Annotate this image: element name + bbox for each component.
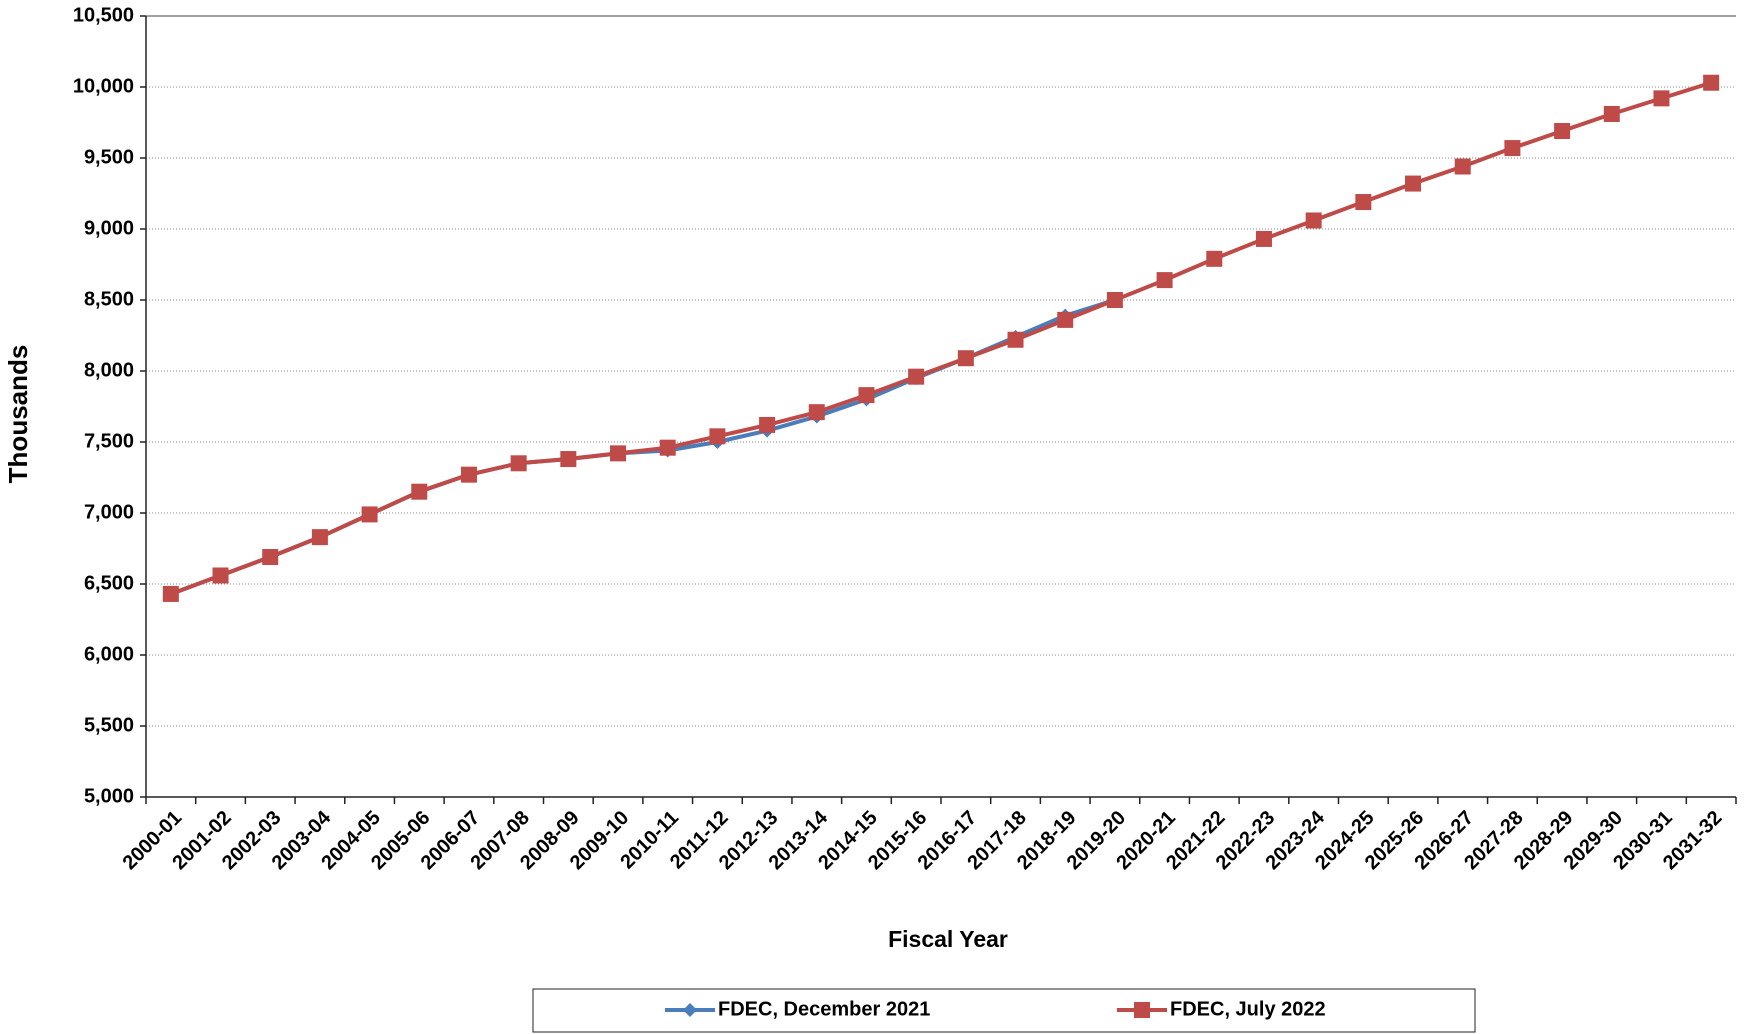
point-marker [1355,194,1372,211]
point-marker [1653,90,1670,107]
legend-label: FDEC, December 2021 [718,998,930,1020]
legend-marker [683,1003,697,1017]
point-marker [1156,272,1173,289]
point-marker [1454,158,1471,175]
point-marker [1405,175,1422,192]
point-marker [460,466,477,483]
point-marker [262,549,279,566]
y-tick-label: 5,500 [84,714,134,736]
y-tick-label: 7,000 [84,501,134,523]
y-tick-label: 9,000 [84,217,134,239]
point-marker [808,404,825,421]
y-tick-label: 6,500 [84,572,134,594]
point-marker [411,483,428,500]
x-axis-title: Fiscal Year [888,926,1008,952]
y-tick-label: 5,000 [84,785,134,807]
point-marker [610,445,627,462]
point-marker [1057,311,1074,328]
y-tick-label: 8,000 [84,359,134,381]
point-marker [162,585,179,602]
y-tick-label: 10,000 [73,75,134,97]
y-tick-label: 6,000 [84,643,134,665]
point-marker [510,455,527,472]
legend-label: FDEC, July 2022 [1170,998,1326,1020]
legend-marker [1134,1002,1150,1018]
point-marker [560,451,577,468]
series-line [170,298,1116,596]
point-marker [957,350,974,367]
point-marker [759,416,776,433]
point-marker [1206,250,1223,267]
point-marker [212,567,229,584]
point-marker [1007,331,1024,348]
point-marker [1603,105,1620,122]
point-marker [659,439,676,456]
point-marker [361,506,378,523]
y-tick-label: 9,500 [84,146,134,168]
y-tick-label: 10,500 [73,4,134,26]
point-marker [1106,292,1123,308]
point-marker [709,428,726,445]
point-marker [908,368,925,385]
series-line [170,80,1712,596]
point-marker [1255,230,1272,247]
y-tick-label: 7,500 [84,430,134,452]
point-marker [1703,74,1720,91]
y-tick-label: 8,500 [84,288,134,310]
point-marker [1305,212,1322,229]
point-marker [1554,123,1571,140]
point-marker [858,387,875,404]
point-marker [1504,140,1521,157]
point-marker [311,529,328,546]
y-axis-title: Thousands [3,345,33,484]
